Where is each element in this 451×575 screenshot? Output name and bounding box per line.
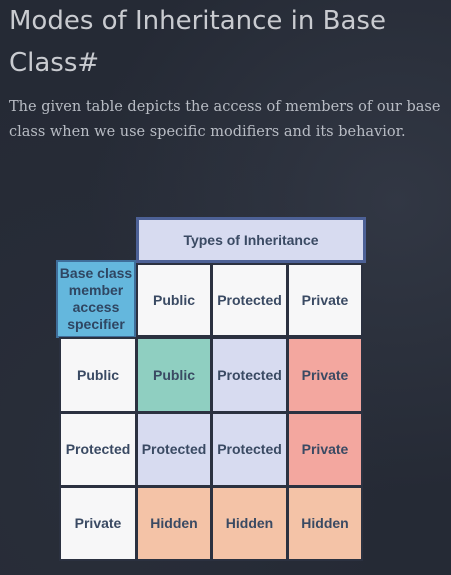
table-header: Types of Inheritance [136,217,366,263]
table-cell: Hidden [287,486,363,561]
table-cell: Public [136,337,212,413]
table-cell: Hidden [211,486,288,561]
table-corner-label: Base class member access specifier [56,260,136,338]
table-cell: Hidden [136,486,212,561]
row-header-public: Public [59,337,137,413]
table-cell: Protected [211,412,288,487]
table-cell: Private [287,412,363,487]
column-header-public: Public [136,263,212,337]
table-cell: Protected [211,337,288,413]
page-title: Modes of Inheritance in Base Class# [9,6,386,78]
table-cell: Protected [136,412,212,487]
table-cell: Private [287,337,363,413]
row-header-protected: Protected [59,412,137,487]
page-description: The given table depicts the access of me… [9,99,441,140]
column-header-private: Private [287,263,363,337]
row-header-private: Private [59,486,137,561]
column-header-protected: Protected [211,263,288,337]
